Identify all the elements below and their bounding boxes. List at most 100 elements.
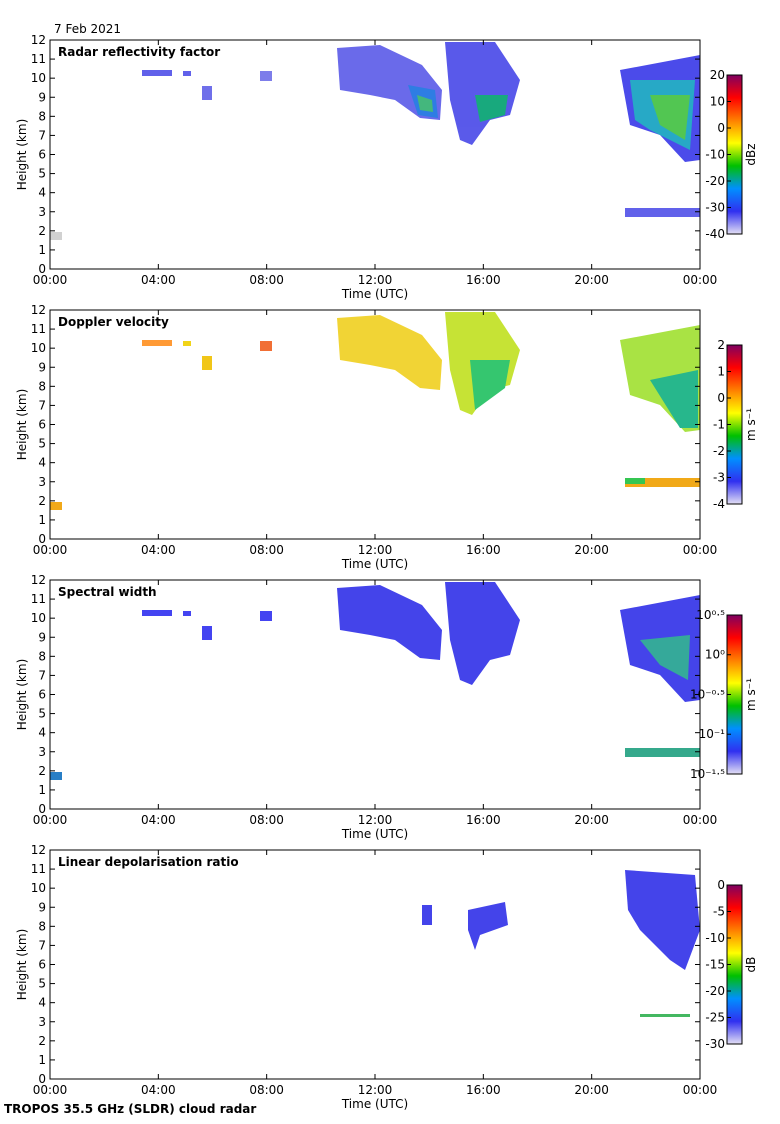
colorbar-label: m s⁻¹ — [744, 678, 758, 711]
colorbar-tick-label: -3 — [713, 471, 725, 485]
y-tick-label: 3 — [38, 475, 46, 489]
colorbar-tick-label: 0 — [717, 391, 725, 405]
x-tick-label: 20:00 — [574, 813, 609, 827]
y-tick-label: 8 — [38, 919, 46, 933]
colorbar-tick-label: 20 — [710, 68, 725, 82]
x-tick-label: 00:00 — [33, 273, 68, 287]
x-tick-label: 20:00 — [574, 543, 609, 557]
date: 7 Feb 2021 — [54, 22, 121, 36]
colorbar-tick-label: 1 — [717, 365, 725, 379]
x-tick-label: 00:00 — [33, 1083, 68, 1097]
y-tick-label: 2 — [38, 1034, 46, 1048]
colorbar-tick-label: 0 — [717, 878, 725, 892]
panel-title: Radar reflectivity factor — [58, 45, 220, 59]
x-tick-label: 04:00 — [141, 813, 176, 827]
colorbar-tick-label: 10⁰ — [705, 648, 725, 662]
y-tick-label: 1 — [38, 243, 46, 257]
y-axis-label: Height (km) — [15, 659, 29, 730]
y-tick-label: 4 — [38, 726, 46, 740]
x-tick-label: 04:00 — [141, 543, 176, 557]
x-axis-label: Time (UTC) — [341, 287, 408, 301]
y-tick-label: 3 — [38, 745, 46, 759]
y-tick-label: 0 — [38, 532, 46, 546]
y-tick-label: 7 — [38, 668, 46, 682]
y-tick-label: 0 — [38, 1072, 46, 1086]
y-tick-label: 2 — [38, 494, 46, 508]
colorbar-label: dB — [744, 957, 758, 973]
x-axis-label: Time (UTC) — [341, 557, 408, 571]
x-tick-label: 12:00 — [358, 273, 393, 287]
y-tick-label: 12 — [31, 573, 46, 587]
y-tick-label: 9 — [38, 90, 46, 104]
colorbar-tick-label: 0 — [717, 121, 725, 135]
y-tick-label: 10 — [31, 611, 46, 625]
y-tick-label: 3 — [38, 1015, 46, 1029]
y-tick-label: 6 — [38, 148, 46, 162]
y-tick-label: 5 — [38, 977, 46, 991]
y-tick-label: 1 — [38, 783, 46, 797]
y-tick-label: 9 — [38, 360, 46, 374]
y-tick-label: 9 — [38, 630, 46, 644]
y-tick-label: 11 — [31, 592, 46, 606]
x-tick-label: 16:00 — [466, 543, 501, 557]
y-tick-label: 8 — [38, 109, 46, 123]
y-tick-label: 2 — [38, 224, 46, 238]
y-tick-label: 4 — [38, 186, 46, 200]
colorbar-tick-label: 10⁻¹·⁵ — [690, 767, 725, 781]
colorbar-tick-label: -20 — [705, 174, 725, 188]
x-tick-label: 00:00 — [683, 273, 718, 287]
y-tick-label: 9 — [38, 900, 46, 914]
y-tick-label: 10 — [31, 71, 46, 85]
y-tick-label: 5 — [38, 437, 46, 451]
panel-title: Doppler velocity — [58, 315, 169, 329]
y-tick-label: 7 — [38, 938, 46, 952]
x-axis-label: Time (UTC) — [341, 827, 408, 841]
x-tick-label: 16:00 — [466, 813, 501, 827]
x-tick-label: 00:00 — [683, 1083, 718, 1097]
x-tick-label: 12:00 — [358, 813, 393, 827]
colorbar-tick-label: -30 — [705, 1037, 725, 1051]
colorbar-label: m s⁻¹ — [744, 408, 758, 441]
x-tick-label: 12:00 — [358, 543, 393, 557]
colorbar-tick-label: -4 — [713, 497, 725, 511]
y-tick-label: 3 — [38, 205, 46, 219]
x-tick-label: 00:00 — [33, 813, 68, 827]
x-tick-label: 00:00 — [683, 543, 718, 557]
x-tick-label: 08:00 — [249, 543, 284, 557]
y-tick-label: 1 — [38, 513, 46, 527]
y-tick-label: 0 — [38, 802, 46, 816]
y-tick-label: 1 — [38, 1053, 46, 1067]
y-tick-label: 4 — [38, 456, 46, 470]
x-tick-label: 08:00 — [249, 1083, 284, 1097]
panel-title: Spectral width — [58, 585, 157, 599]
y-tick-label: 10 — [31, 341, 46, 355]
y-axis-label: Height (km) — [15, 929, 29, 1000]
y-tick-label: 5 — [38, 167, 46, 181]
echo-regions — [422, 870, 700, 1017]
x-axis-label: Time (UTC) — [341, 1097, 408, 1111]
colorbar-label: dBz — [744, 143, 758, 165]
y-tick-label: 7 — [38, 398, 46, 412]
x-tick-label: 20:00 — [574, 273, 609, 287]
x-tick-label: 00:00 — [683, 813, 718, 827]
y-tick-label: 7 — [38, 128, 46, 142]
colorbar-tick-label: -40 — [705, 227, 725, 241]
y-tick-label: 12 — [31, 843, 46, 857]
colorbar-tick-label: 10⁰·⁵ — [696, 608, 725, 622]
colorbar-tick-label: -15 — [705, 958, 725, 972]
y-tick-label: 0 — [38, 262, 46, 276]
colorbar-tick-label: -30 — [705, 201, 725, 215]
x-tick-label: 16:00 — [466, 273, 501, 287]
colorbar-tick-label: 10 — [710, 95, 725, 109]
y-tick-label: 5 — [38, 707, 46, 721]
footer: TROPOS 35.5 GHz (SLDR) cloud radar — [4, 1102, 256, 1116]
colorbar-tick-label: 10⁻⁰·⁵ — [690, 688, 725, 702]
y-tick-label: 11 — [31, 322, 46, 336]
colorbar-tick-label: 10⁻¹ — [699, 727, 726, 741]
x-tick-label: 08:00 — [249, 273, 284, 287]
y-tick-label: 4 — [38, 996, 46, 1010]
colorbar-tick-label: -2 — [713, 444, 725, 458]
y-tick-label: 6 — [38, 688, 46, 702]
colorbar-tick-label: -1 — [713, 418, 725, 432]
x-tick-label: 04:00 — [141, 273, 176, 287]
